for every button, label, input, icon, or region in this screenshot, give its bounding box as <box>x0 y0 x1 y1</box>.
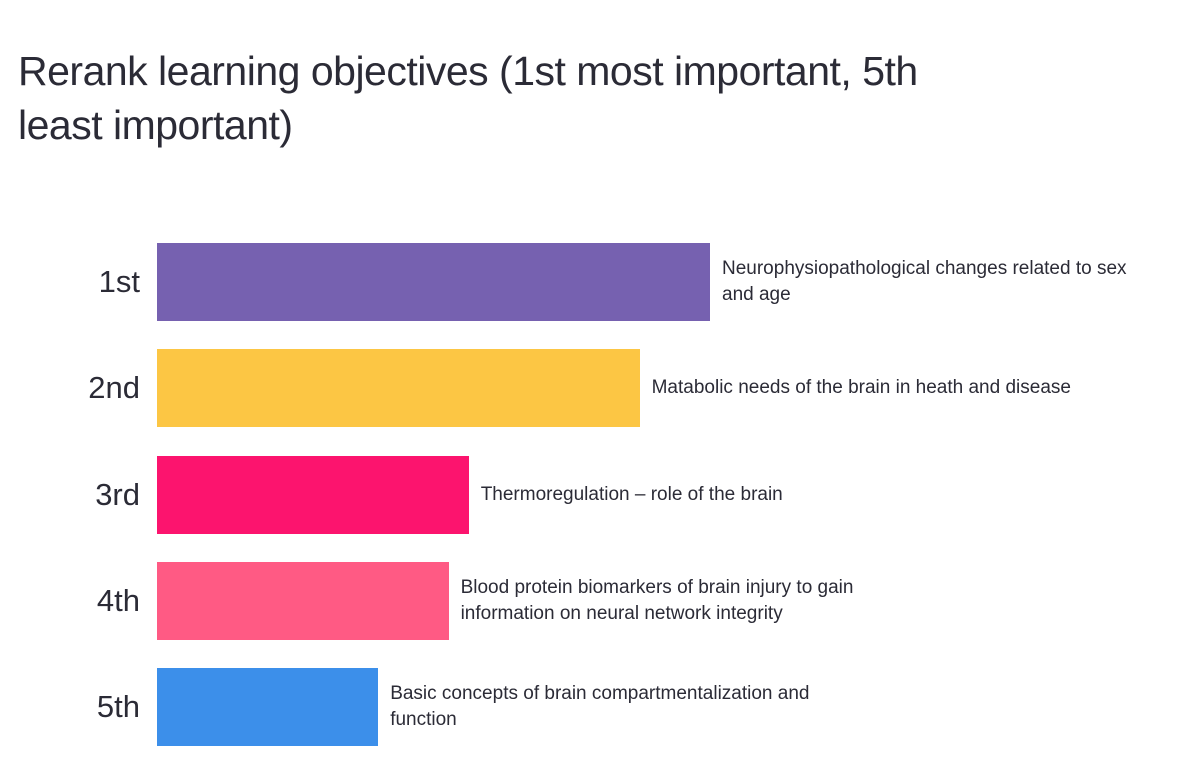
bar-label: Blood protein biomarkers of brain injury… <box>460 576 854 624</box>
bar-label: Matabolic needs of the brain in heath an… <box>651 377 1071 399</box>
chart-title: Rerank learning objectives (1st most imp… <box>18 48 918 148</box>
bar <box>157 561 449 640</box>
category-label: 4th <box>96 582 140 618</box>
category-label: 3rd <box>95 476 140 512</box>
bar <box>157 455 469 534</box>
category-label: 1st <box>98 264 140 299</box>
bar <box>157 243 710 321</box>
category-label: 5th <box>96 689 140 724</box>
bar-label: Basic concepts of brain compartmentaliza… <box>390 683 810 730</box>
bar-label: Thermoregulation – role of the brain <box>480 483 783 505</box>
bar-label: Neurophysiopathological changes related … <box>722 258 1127 305</box>
category-label: 2nd <box>88 370 140 406</box>
bar <box>157 349 640 428</box>
bar <box>157 668 379 746</box>
